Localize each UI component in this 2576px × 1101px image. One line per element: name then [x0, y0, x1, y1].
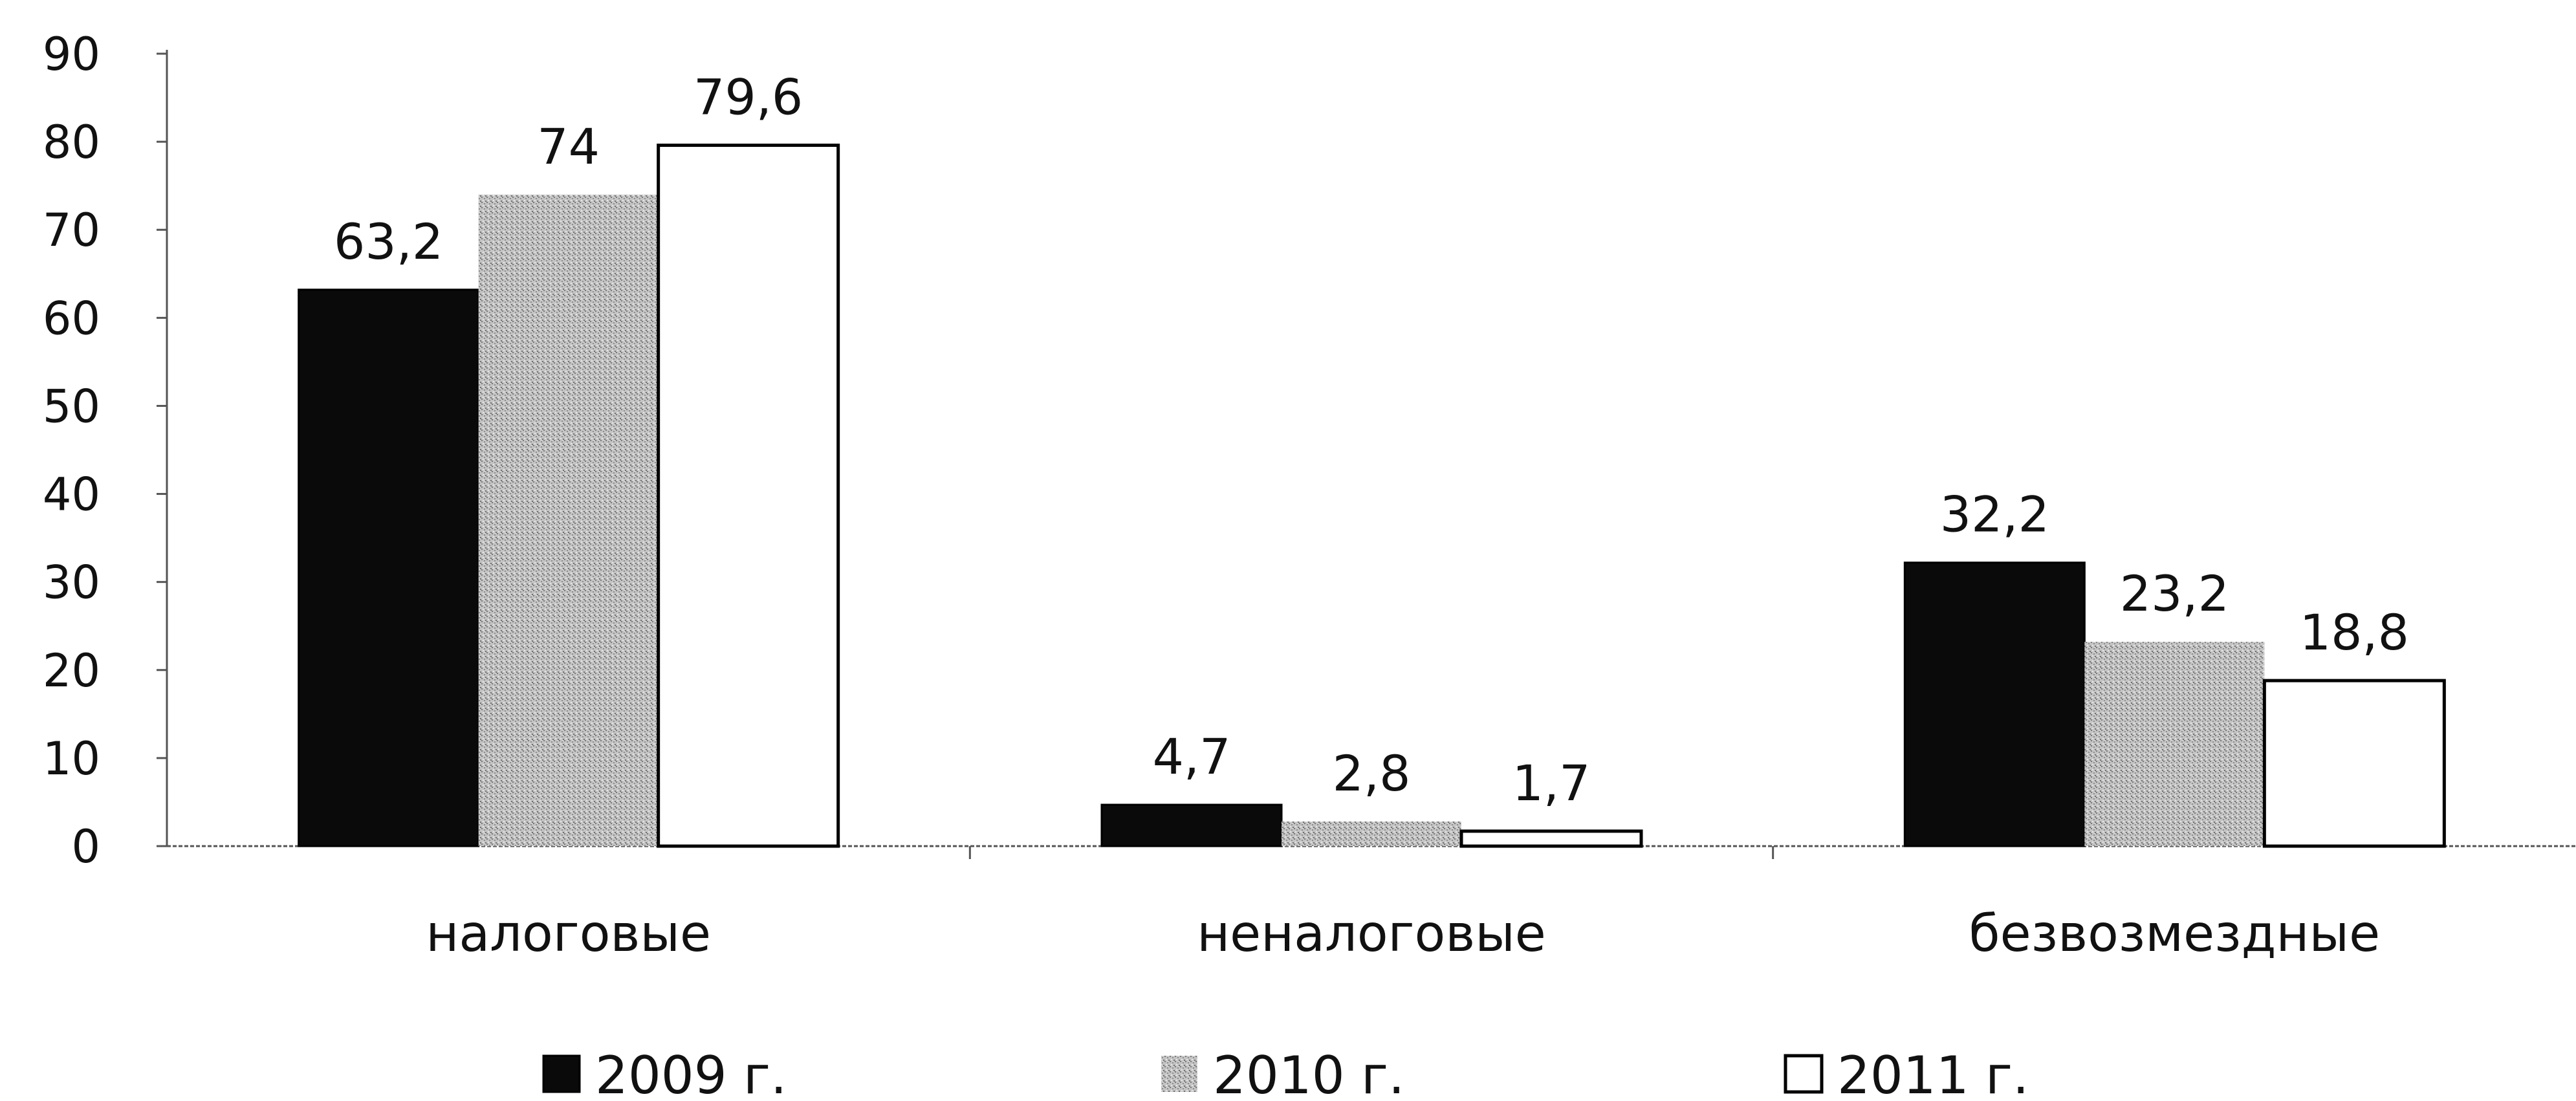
legend-item: 2009 г.	[542, 1045, 787, 1101]
data-labels: 63,2 74 79,6 4,7 2,8 1,7 32,2 23,2 18,8	[334, 69, 2409, 812]
data-label: 63,2	[334, 213, 443, 270]
category-label: безвозмездные	[1969, 905, 2381, 963]
y-tick-label: 70	[43, 204, 100, 257]
legend-label: 2010 г.	[1213, 1045, 1404, 1101]
y-tick-label: 60	[43, 292, 100, 345]
bar-3-1	[657, 144, 840, 848]
y-tick-label: 0	[71, 820, 100, 873]
data-label: 23,2	[2120, 565, 2229, 622]
y-tick-label: 90	[43, 28, 100, 81]
y-tick-label: 40	[43, 468, 100, 521]
legend-swatch	[542, 1054, 581, 1093]
data-label: 79,6	[693, 69, 803, 126]
legend-swatch	[1161, 1056, 1197, 1092]
data-label: 4,7	[1153, 728, 1231, 785]
bars	[298, 144, 2446, 848]
category-label: неналоговые	[1197, 905, 1546, 963]
y-tick-label: 10	[43, 732, 100, 785]
bar-3-3	[2262, 679, 2446, 848]
bar-1-3	[1903, 561, 2086, 847]
bar-1-2	[1100, 803, 1283, 847]
bar-2-3	[2084, 642, 2265, 846]
data-label: 18,8	[2300, 604, 2409, 661]
legend-item: 2011 г.	[1784, 1045, 2029, 1101]
bar-1-1	[298, 289, 480, 847]
data-label: 32,2	[1940, 486, 2049, 543]
y-tick-label: 50	[43, 380, 100, 433]
y-tick-label: 20	[43, 644, 100, 697]
y-tick-label: 80	[43, 116, 100, 169]
legend-label: 2011 г.	[1837, 1045, 2029, 1101]
y-tick-label: 30	[43, 556, 100, 609]
data-label: 2,8	[1333, 745, 1411, 802]
data-label: 74	[537, 118, 600, 175]
legend-item: 2010 г.	[1161, 1045, 1404, 1101]
legend-swatch	[1784, 1054, 1824, 1094]
legend: 2009 г. 2010 г. 2011 г.	[542, 1045, 2029, 1101]
data-label: 1,7	[1512, 754, 1591, 812]
bar-2-1	[478, 194, 659, 846]
axes: 0 10 20 30 40 50 60 70 80 90	[43, 28, 2576, 873]
category-labels: налоговые неналоговые безвозмездные	[426, 905, 2380, 963]
legend-label: 2009 г.	[595, 1045, 787, 1101]
bar-2-2	[1282, 821, 1461, 846]
category-label: налоговые	[426, 905, 711, 963]
bar-3-2	[1459, 829, 1643, 848]
